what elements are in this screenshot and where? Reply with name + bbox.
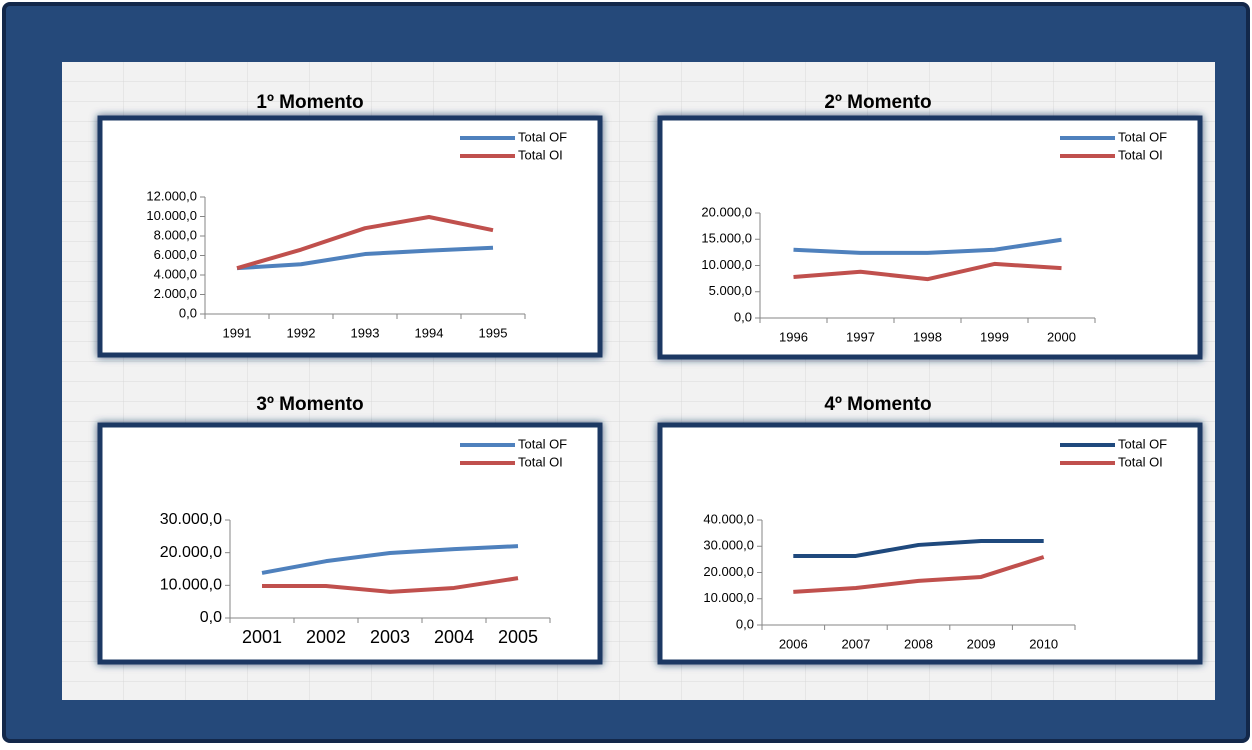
y-tick-label: 0,0: [200, 609, 222, 626]
y-tick-label: 30.000,0: [160, 511, 222, 528]
x-tick-label: 1995: [479, 325, 508, 340]
legend-label: Total OI: [518, 147, 563, 162]
y-tick-label: 30.000,0: [703, 538, 754, 553]
y-tick-label: 40.000,0: [703, 511, 754, 526]
legend-label: Total OI: [1118, 454, 1163, 469]
x-tick-label: 2003: [370, 627, 410, 647]
series-line: [793, 555, 1045, 594]
x-tick-label: 1994: [415, 325, 444, 340]
series-line: [793, 261, 1062, 282]
x-tick-label: 1998: [913, 329, 942, 344]
chart-panel: [97, 115, 603, 358]
x-tick-label: 2002: [306, 627, 346, 647]
series-line: [236, 245, 494, 271]
x-tick-label: 1992: [287, 325, 316, 340]
legend-label: Total OF: [1118, 436, 1167, 451]
chart-title: 3º Momento: [256, 394, 363, 415]
y-tick-label: 15.000,0: [701, 231, 752, 246]
series-line: [793, 237, 1062, 255]
x-tick-label: 1997: [846, 329, 875, 344]
legend-label: Total OI: [1118, 147, 1163, 162]
legend-label: Total OF: [518, 129, 567, 144]
y-tick-label: 10.000,0: [703, 590, 754, 605]
x-tick-label: 1993: [351, 325, 380, 340]
x-tick-label: 2000: [1047, 329, 1076, 344]
x-tick-label: 2006: [779, 636, 808, 651]
x-tick-label: 2005: [498, 627, 538, 647]
x-tick-label: 1999: [980, 329, 1009, 344]
y-tick-label: 20.000,0: [703, 564, 754, 579]
y-tick-label: 8.000,0: [154, 227, 197, 242]
charts: 1º Momento 0,0 2.000,0 4.000,0 6.000,0 8.000,…: [97, 92, 1203, 665]
y-tick-label: 10.000,0: [701, 257, 752, 272]
x-tick-label: 2008: [904, 636, 933, 651]
x-tick-label: 1996: [779, 329, 808, 344]
chart-title: 1º Momento: [256, 92, 363, 113]
x-tick-label: 2004: [434, 627, 474, 647]
legend-label: Total OI: [518, 454, 563, 469]
series-line: [236, 214, 494, 271]
y-tick-label: 10.000,0: [146, 208, 197, 223]
y-tick-label: 5.000,0: [709, 283, 752, 298]
y-tick-label: 0,0: [734, 309, 752, 324]
y-tick-label: 20.000,0: [701, 204, 752, 219]
x-tick-label: 2007: [841, 636, 870, 651]
series-line: [261, 544, 519, 575]
y-tick-label: 12.000,0: [146, 188, 197, 203]
y-tick-label: 20.000,0: [160, 544, 222, 561]
legend-label: Total OF: [518, 436, 567, 451]
y-tick-label: 4.000,0: [154, 266, 197, 281]
x-tick-label: 2009: [967, 636, 996, 651]
x-tick-label: 1991: [223, 325, 252, 340]
x-tick-label: 2001: [242, 627, 282, 647]
chart-panel: [97, 422, 603, 665]
y-tick-label: 2.000,0: [154, 286, 197, 301]
y-tick-label: 0,0: [736, 616, 754, 631]
chart-title: 4º Momento: [824, 394, 931, 415]
legend-label: Total OF: [1118, 129, 1167, 144]
series-line: [793, 539, 1044, 558]
series-line: [262, 576, 519, 594]
x-tick-label: 2010: [1029, 636, 1058, 651]
y-tick-label: 6.000,0: [154, 247, 197, 262]
chart-title: 2º Momento: [824, 92, 931, 113]
y-tick-label: 0,0: [179, 305, 197, 320]
y-tick-label: 10.000,0: [160, 577, 222, 594]
